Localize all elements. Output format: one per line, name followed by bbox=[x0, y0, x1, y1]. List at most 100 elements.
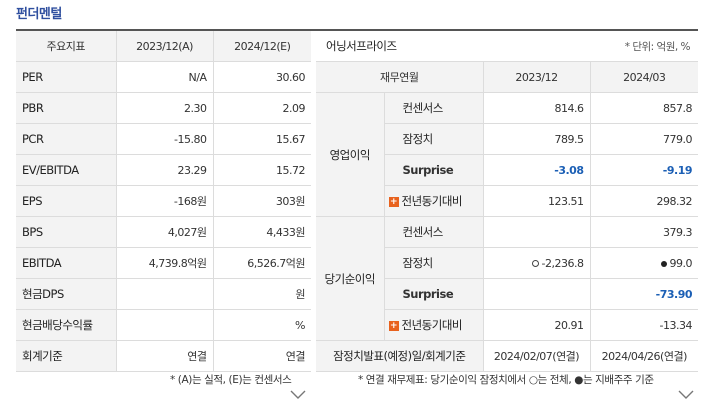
row-label: BPS bbox=[16, 216, 117, 248]
row-label: Surprise bbox=[384, 278, 484, 310]
header-2023-12: 2023/12 bbox=[483, 61, 591, 93]
row-label: 잠정치 bbox=[384, 247, 484, 279]
value-2023: 23.29 bbox=[116, 154, 214, 186]
earnings-surprise-title: 어닝서프라이즈 bbox=[316, 31, 483, 62]
table-row: PER N/A 30.60 bbox=[16, 61, 311, 93]
controlling-dot-icon bbox=[660, 260, 667, 267]
yoy-cell: + 전년동기대비 bbox=[384, 185, 484, 217]
row-label: PCR bbox=[16, 123, 117, 155]
expand-plus-icon[interactable]: + bbox=[388, 320, 399, 331]
value-2024-03: 857.8 bbox=[590, 92, 699, 124]
value-2023: 4,027원 bbox=[116, 216, 214, 248]
row-label: 회계기준 bbox=[16, 340, 117, 372]
value-2024-03: -9.19 bbox=[590, 154, 699, 186]
value-2024-03: 298.32 bbox=[590, 185, 699, 217]
table-row: Surprise -73.90 bbox=[316, 278, 699, 310]
header-2023: 2023/12(A) bbox=[116, 31, 214, 62]
table-row: EBITDA 4,739.8억원 6,526.7억원 bbox=[16, 247, 311, 279]
value-2024: 2.09 bbox=[213, 92, 311, 124]
row-label: 컨센서스 bbox=[384, 216, 484, 248]
row-label: PER bbox=[16, 61, 117, 93]
value-2024-03: 99.0 bbox=[669, 256, 693, 270]
table-row: BPS 4,027원 4,433원 bbox=[16, 216, 311, 248]
value-2023-12: -3.08 bbox=[483, 154, 591, 186]
table-row: Surprise -3.08 -9.19 bbox=[316, 154, 699, 186]
value-2024: 6,526.7억원 bbox=[213, 247, 311, 279]
value-2023-12-cell: -2,236.8 bbox=[483, 247, 591, 279]
value-2023-12: 123.51 bbox=[483, 185, 591, 217]
table-title-row: 어닝서프라이즈 * 단위: 억원, % bbox=[316, 31, 699, 62]
header-2024-03: 2024/03 bbox=[590, 61, 699, 93]
yoy-cell: + 전년동기대비 bbox=[384, 309, 484, 341]
value-2023-12: -2,236.8 bbox=[541, 256, 584, 270]
value-2024: % bbox=[213, 309, 311, 341]
announce-date-2024-03: 2024/04/26(연결) bbox=[590, 340, 699, 372]
row-label: EBITDA bbox=[16, 247, 117, 279]
earnings-surprise-table: 어닝서프라이즈 * 단위: 억원, % 재무연월 2023/12 2024/03… bbox=[316, 31, 699, 372]
value-2024: 30.60 bbox=[213, 61, 311, 93]
announce-date-2023-12: 2024/02/07(연결) bbox=[483, 340, 591, 372]
row-label: 전년동기대비 bbox=[401, 318, 463, 332]
table-header-row: 주요지표 2023/12(A) 2024/12(E) bbox=[16, 31, 311, 62]
row-label: 전년동기대비 bbox=[401, 194, 463, 208]
unit-label: * 단위: 억원, % bbox=[483, 31, 699, 62]
group-operating-profit: 영업이익 bbox=[316, 92, 385, 217]
table-row: PBR 2.30 2.09 bbox=[16, 92, 311, 124]
left-footnote: * (A)는 실적, (E)는 컨센서스 bbox=[170, 374, 292, 386]
value-2024: 원 bbox=[213, 278, 311, 310]
row-label: PBR bbox=[16, 92, 117, 124]
chevron-down-icon[interactable] bbox=[678, 390, 694, 400]
value-2023: -15.80 bbox=[116, 123, 214, 155]
value-2023: 2.30 bbox=[116, 92, 214, 124]
value-2023: 4,739.8억원 bbox=[116, 247, 214, 279]
table-row: 당기순이익 컨센서스 379.3 bbox=[316, 216, 699, 341]
table-row: 영업이익 컨센서스 814.6 857.8 bbox=[316, 92, 699, 217]
value-2024: 15.67 bbox=[213, 123, 311, 155]
table-row: + 전년동기대비 20.91 -13.34 bbox=[316, 309, 699, 341]
table-row: EV/EBITDA 23.29 15.72 bbox=[16, 154, 311, 186]
right-footnote: * 연결 재무제표: 당기순이익 잠정치에서 ○는 전체, ●는 지배주주 기준 bbox=[358, 374, 654, 386]
value-2023-12: 789.5 bbox=[483, 123, 591, 155]
row-label: 현금배당수익률 bbox=[16, 309, 117, 341]
table-header-row: 재무연월 2023/12 2024/03 bbox=[316, 61, 699, 93]
value-2023-12 bbox=[483, 278, 591, 310]
value-2024-03: -13.34 bbox=[590, 309, 699, 341]
total-circle-icon bbox=[531, 260, 539, 267]
row-label: 현금DPS bbox=[16, 278, 117, 310]
table-row: + 전년동기대비 123.51 298.32 bbox=[316, 185, 699, 217]
table-row: 잠정치 -2,236.8 99.0 bbox=[316, 247, 699, 279]
table-row: 현금배당수익률% bbox=[16, 309, 311, 341]
row-label: EPS bbox=[16, 185, 117, 217]
row-label: 잠정치 bbox=[384, 123, 484, 155]
table-row: 회계기준 연결 연결 bbox=[16, 340, 311, 372]
header-indicator: 주요지표 bbox=[16, 31, 117, 62]
value-2024-03-cell: 99.0 bbox=[590, 247, 699, 279]
table-row: 잠정치 789.5 779.0 bbox=[316, 123, 699, 155]
value-2024-03: 379.3 bbox=[590, 216, 699, 248]
value-2024-03: 779.0 bbox=[590, 123, 699, 155]
announce-date-label: 잠정치발표(예정)일/회계기준 bbox=[316, 340, 484, 372]
row-label: Surprise bbox=[384, 154, 484, 186]
chevron-down-icon[interactable] bbox=[290, 390, 306, 400]
key-indicators-table: 주요지표 2023/12(A) 2024/12(E) PER N/A 30.60 P… bbox=[16, 31, 311, 372]
table-row: PCR -15.80 15.67 bbox=[16, 123, 311, 155]
table-footer-row: 잠정치발표(예정)일/회계기준 2024/02/07(연결) 2024/04/2… bbox=[316, 340, 699, 372]
expand-plus-icon[interactable]: + bbox=[388, 196, 399, 207]
value-2024-03: -73.90 bbox=[590, 278, 699, 310]
header-2024: 2024/12(E) bbox=[213, 31, 311, 62]
value-2024: 4,433원 bbox=[213, 216, 311, 248]
value-2024: 연결 bbox=[213, 340, 311, 372]
row-label: EV/EBITDA bbox=[16, 154, 117, 186]
section-title: 펀더멘털 bbox=[16, 7, 62, 22]
value-2023-12: 20.91 bbox=[483, 309, 591, 341]
value-2024: 15.72 bbox=[213, 154, 311, 186]
table-row: 현금DPS 원 bbox=[16, 278, 311, 310]
value-2023-12 bbox=[483, 216, 591, 248]
row-label: 컨센서스 bbox=[384, 92, 484, 124]
value-2023: N/A bbox=[116, 61, 214, 93]
value-2023 bbox=[116, 278, 214, 310]
value-2024: 303원 bbox=[213, 185, 311, 217]
header-period: 재무연월 bbox=[316, 61, 484, 93]
value-2023 bbox=[116, 309, 214, 341]
table-row: EPS -168원 303원 bbox=[16, 185, 311, 217]
